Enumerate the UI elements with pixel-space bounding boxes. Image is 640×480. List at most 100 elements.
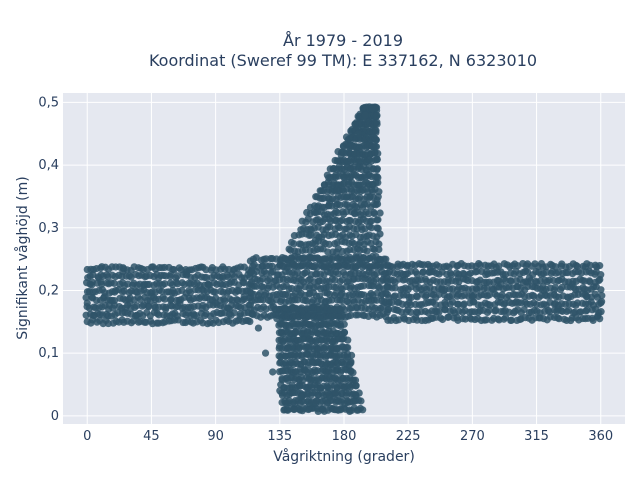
- data-point: [90, 311, 98, 320]
- data-point: [105, 305, 113, 313]
- data-point: [347, 311, 355, 319]
- data-point: [554, 305, 562, 313]
- data-point: [197, 293, 205, 301]
- data-point: [525, 274, 534, 282]
- data-point: [558, 283, 566, 292]
- data-point: [154, 274, 163, 282]
- data-point: [319, 217, 327, 226]
- y-tick-label: 0,2: [38, 283, 59, 298]
- data-point: [370, 210, 379, 218]
- data-point: [363, 247, 371, 255]
- data-point: [372, 143, 381, 151]
- data-point: [367, 217, 376, 225]
- data-point: [359, 254, 367, 262]
- data-point: [520, 305, 528, 314]
- y-tick-label: 0,4: [38, 158, 59, 173]
- data-point: [82, 293, 90, 302]
- data-point: [311, 236, 320, 244]
- data-point: [359, 406, 367, 414]
- data-point: [368, 105, 377, 113]
- data-point: [268, 262, 276, 271]
- data-point: [291, 262, 299, 270]
- data-point: [384, 306, 392, 314]
- x-tick-label: 90: [207, 429, 224, 444]
- data-point: [367, 224, 376, 232]
- data-point: [382, 289, 390, 297]
- data-point: [391, 292, 399, 300]
- x-tick-label: 270: [460, 429, 485, 444]
- data-point: [119, 268, 127, 276]
- data-point: [397, 261, 405, 269]
- data-point: [373, 155, 381, 163]
- x-axis-title: Vågriktning (grader): [273, 448, 415, 465]
- data-point: [334, 262, 343, 271]
- data-point: [347, 351, 356, 359]
- data-point: [329, 253, 337, 261]
- data-point: [573, 262, 582, 271]
- data-point: [83, 299, 91, 307]
- data-point: [375, 240, 383, 248]
- data-point: [299, 260, 307, 268]
- data-point: [226, 305, 234, 313]
- data-point: [290, 405, 298, 414]
- data-point: [411, 280, 419, 288]
- data-point: [126, 299, 134, 307]
- data-point: [326, 199, 334, 207]
- data-point: [468, 293, 476, 301]
- data-point: [202, 273, 211, 282]
- data-point: [359, 282, 368, 290]
- data-point: [202, 266, 210, 274]
- data-point: [100, 293, 108, 301]
- data-point: [311, 399, 320, 407]
- data-point: [95, 274, 103, 282]
- x-tick-label: 225: [396, 429, 421, 444]
- data-point: [183, 268, 191, 276]
- data-point: [261, 349, 270, 357]
- data-point: [597, 286, 605, 294]
- data-point: [169, 286, 177, 295]
- y-tick-label: 0,5: [38, 95, 59, 110]
- x-tick-labels: 0 45 90 135 180 225 270 315 360: [83, 429, 613, 444]
- data-point: [382, 255, 390, 263]
- data-point: [176, 299, 184, 307]
- data-point: [374, 216, 382, 224]
- data-point: [485, 291, 493, 299]
- data-point: [354, 130, 362, 138]
- data-point: [288, 284, 296, 293]
- data-point: [382, 313, 390, 321]
- data-point: [110, 297, 119, 305]
- data-point: [145, 303, 153, 311]
- data-point: [374, 173, 382, 182]
- data-point: [212, 299, 220, 307]
- data-point: [351, 376, 360, 384]
- x-tick-label: 360: [588, 429, 613, 444]
- x-tick-label: 0: [83, 429, 91, 444]
- data-point: [112, 286, 120, 295]
- data-point: [161, 280, 169, 288]
- data-point: [376, 263, 384, 271]
- data-point: [337, 307, 345, 315]
- x-tick-label: 45: [143, 429, 160, 444]
- data-point: [254, 324, 263, 332]
- y-axis-title: Signifikant våghöjd (m): [14, 176, 31, 339]
- data-point: [507, 316, 516, 324]
- data-point: [383, 274, 391, 282]
- data-point: [304, 405, 312, 414]
- data-point: [133, 302, 141, 310]
- data-point: [372, 112, 381, 120]
- data-point: [211, 288, 219, 296]
- data-point: [352, 382, 360, 390]
- data-point: [373, 120, 381, 128]
- data-point: [252, 254, 260, 262]
- data-point: [319, 405, 327, 414]
- data-point: [495, 262, 503, 270]
- data-point: [596, 262, 604, 270]
- data-point: [219, 274, 227, 282]
- data-point: [204, 280, 213, 288]
- data-point: [374, 224, 382, 232]
- data-point: [355, 389, 363, 397]
- data-point: [382, 299, 390, 307]
- data-point: [246, 317, 254, 326]
- data-point: [425, 268, 434, 276]
